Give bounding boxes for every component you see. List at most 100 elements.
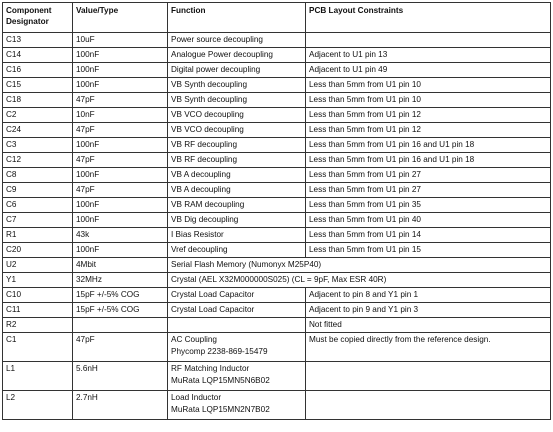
- table-row: C14 100nF Analogue Power decoupling Adjacen…: [2, 47, 551, 63]
- designator-cell: C3: [2, 137, 73, 153]
- header-function: Function: [167, 2, 306, 33]
- value-cell: 100nF: [72, 197, 168, 213]
- constraint-cell: [305, 32, 551, 48]
- value-cell: 100nF: [72, 167, 168, 183]
- function-cell: Crystal Load Capacitor: [167, 287, 306, 303]
- constraint-cell: Less than 5mm from U1 pin 27: [305, 167, 551, 183]
- designator-cell: L2: [2, 390, 73, 420]
- designator-cell: C14: [2, 47, 73, 63]
- function-cell: I Bias Resistor: [167, 227, 306, 243]
- constraint-cell: Less than 5mm from U1 pin 27: [305, 182, 551, 198]
- header-row: Component Designator Value/Type Function…: [2, 2, 551, 33]
- designator-cell: C11: [2, 302, 73, 318]
- table-row: C9 47pF VB A decoupling Less than 5mm from …: [2, 182, 551, 198]
- function-cell: Power source decoupling: [167, 32, 306, 48]
- table-row: C1 47pF AC Coupling Phycomp 2238-869-1547…: [2, 332, 551, 362]
- function-cell: VB Synth decoupling: [167, 92, 306, 108]
- designator-cell: Y1: [2, 272, 73, 288]
- designator-cell: C12: [2, 152, 73, 168]
- function-cell: VB Synth decoupling: [167, 77, 306, 93]
- table-row: Y1 32MHz Crystal (AEL X32M000000S025) (CL …: [2, 272, 551, 288]
- designator-cell: C6: [2, 197, 73, 213]
- constraint-cell: Adjacent to pin 8 and Y1 pin 1: [305, 287, 551, 303]
- function-cell: VB A decoupling: [167, 167, 306, 183]
- table-row: C10 15pF +/-5% COG Crystal Load Capacitor A…: [2, 287, 551, 303]
- value-cell: 100nF: [72, 137, 168, 153]
- table-row: R1 43k I Bias Resistor Less than 5mm from U…: [2, 227, 551, 243]
- constraint-cell: [305, 361, 551, 391]
- table-row: C16 100nF Digital power decoupling Adjacent…: [2, 62, 551, 78]
- header-value-type: Value/Type: [72, 2, 168, 33]
- designator-cell: L1: [2, 361, 73, 391]
- value-cell: 5.6nH: [72, 361, 168, 391]
- designator-cell: C24: [2, 122, 73, 138]
- table-row: L2 2.7nH Load Inductor MuRata LQP15MN2N7B…: [2, 390, 551, 420]
- function-cell: VB VCO decoupling: [167, 107, 306, 123]
- table-row: C2 10nF VB VCO decoupling Less than 5mm fro…: [2, 107, 551, 123]
- designator-cell: C7: [2, 212, 73, 228]
- function-cell-spanning: Serial Flash Memory (Numonyx M25P40): [167, 257, 551, 273]
- value-cell: 15pF +/-5% COG: [72, 302, 168, 318]
- designator-cell: C13: [2, 32, 73, 48]
- function-cell: Digital power decoupling: [167, 62, 306, 78]
- table-row: C7 100nF VB Dig decoupling Less than 5mm fr…: [2, 212, 551, 228]
- header-designator: Component Designator: [2, 2, 73, 33]
- table-row: C6 100nF VB RAM decoupling Less than 5mm fr…: [2, 197, 551, 213]
- constraint-cell: Not fitted: [305, 317, 551, 333]
- designator-cell: C18: [2, 92, 73, 108]
- value-cell: 100nF: [72, 212, 168, 228]
- value-cell: 47pF: [72, 332, 168, 362]
- table-row: C12 47pF VB RF decoupling Less than 5mm fro…: [2, 152, 551, 168]
- table-row: C20 100nF Vref decoupling Less than 5mm fro…: [2, 242, 551, 258]
- function-cell: VB VCO decoupling: [167, 122, 306, 138]
- value-cell: 100nF: [72, 242, 168, 258]
- table-row: C15 100nF VB Synth decoupling Less than 5mm…: [2, 77, 551, 93]
- value-cell: 100nF: [72, 77, 168, 93]
- value-cell: 47pF: [72, 122, 168, 138]
- designator-cell: C20: [2, 242, 73, 258]
- table-row: U2 4Mbit Serial Flash Memory (Numonyx M25P…: [2, 257, 551, 273]
- table-row: R2 Not fitted: [2, 317, 551, 333]
- designator-cell: C9: [2, 182, 73, 198]
- designator-cell: C10: [2, 287, 73, 303]
- function-line-2: MuRata LQP15MN5N6B02: [171, 376, 270, 385]
- function-line-1: Load Inductor: [171, 393, 222, 402]
- designator-cell: C8: [2, 167, 73, 183]
- constraint-cell: Adjacent to U1 pin 13: [305, 47, 551, 63]
- constraint-cell: [305, 390, 551, 420]
- function-cell: [167, 317, 306, 333]
- table-row: C3 100nF VB RF decoupling Less than 5mm fro…: [2, 137, 551, 153]
- constraint-cell: Less than 5mm from U1 pin 16 and U1 pin …: [305, 152, 551, 168]
- function-cell-spanning: Crystal (AEL X32M000000S025) (CL = 9pF, …: [167, 272, 551, 288]
- designator-cell: U2: [2, 257, 73, 273]
- function-line-1: RF Matching Inductor: [171, 364, 250, 373]
- value-cell: 100nF: [72, 62, 168, 78]
- designator-cell: R1: [2, 227, 73, 243]
- constraint-cell: Less than 5mm from U1 pin 35: [305, 197, 551, 213]
- table-row: L1 5.6nH RF Matching Inductor MuRata LQP1…: [2, 361, 551, 391]
- constraint-cell: Less than 5mm from U1 pin 10: [305, 77, 551, 93]
- function-line-1: AC Coupling: [171, 335, 217, 344]
- designator-cell: C2: [2, 107, 73, 123]
- table-row: C24 47pF VB VCO decoupling Less than 5mm fr…: [2, 122, 551, 138]
- constraint-cell: Adjacent to U1 pin 49: [305, 62, 551, 78]
- constraint-cell: Less than 5mm from U1 pin 40: [305, 212, 551, 228]
- constraint-cell: Less than 5mm from U1 pin 12: [305, 107, 551, 123]
- function-cell: RF Matching Inductor MuRata LQP15MN5N6B02: [167, 361, 306, 391]
- table-row: C13 10uF Power source decoupling: [2, 32, 551, 48]
- value-cell: 47pF: [72, 92, 168, 108]
- function-cell: VB RF decoupling: [167, 137, 306, 153]
- constraint-cell: Adjacent to pin 9 and Y1 pin 3: [305, 302, 551, 318]
- value-cell: 4Mbit: [72, 257, 168, 273]
- designator-cell: C1: [2, 332, 73, 362]
- function-cell: Vref decoupling: [167, 242, 306, 258]
- designator-cell: C16: [2, 62, 73, 78]
- pcb-component-table: Component Designator Value/Type Function…: [2, 2, 551, 420]
- constraint-cell: Less than 5mm from U1 pin 14: [305, 227, 551, 243]
- table-row: C11 15pF +/-5% COG Crystal Load Capacitor A…: [2, 302, 551, 318]
- value-cell: 32MHz: [72, 272, 168, 288]
- value-cell: 10nF: [72, 107, 168, 123]
- constraint-cell: Less than 5mm from U1 pin 16 and U1 pin …: [305, 137, 551, 153]
- constraint-cell: Must be copied directly from the referen…: [305, 332, 551, 362]
- designator-cell: R2: [2, 317, 73, 333]
